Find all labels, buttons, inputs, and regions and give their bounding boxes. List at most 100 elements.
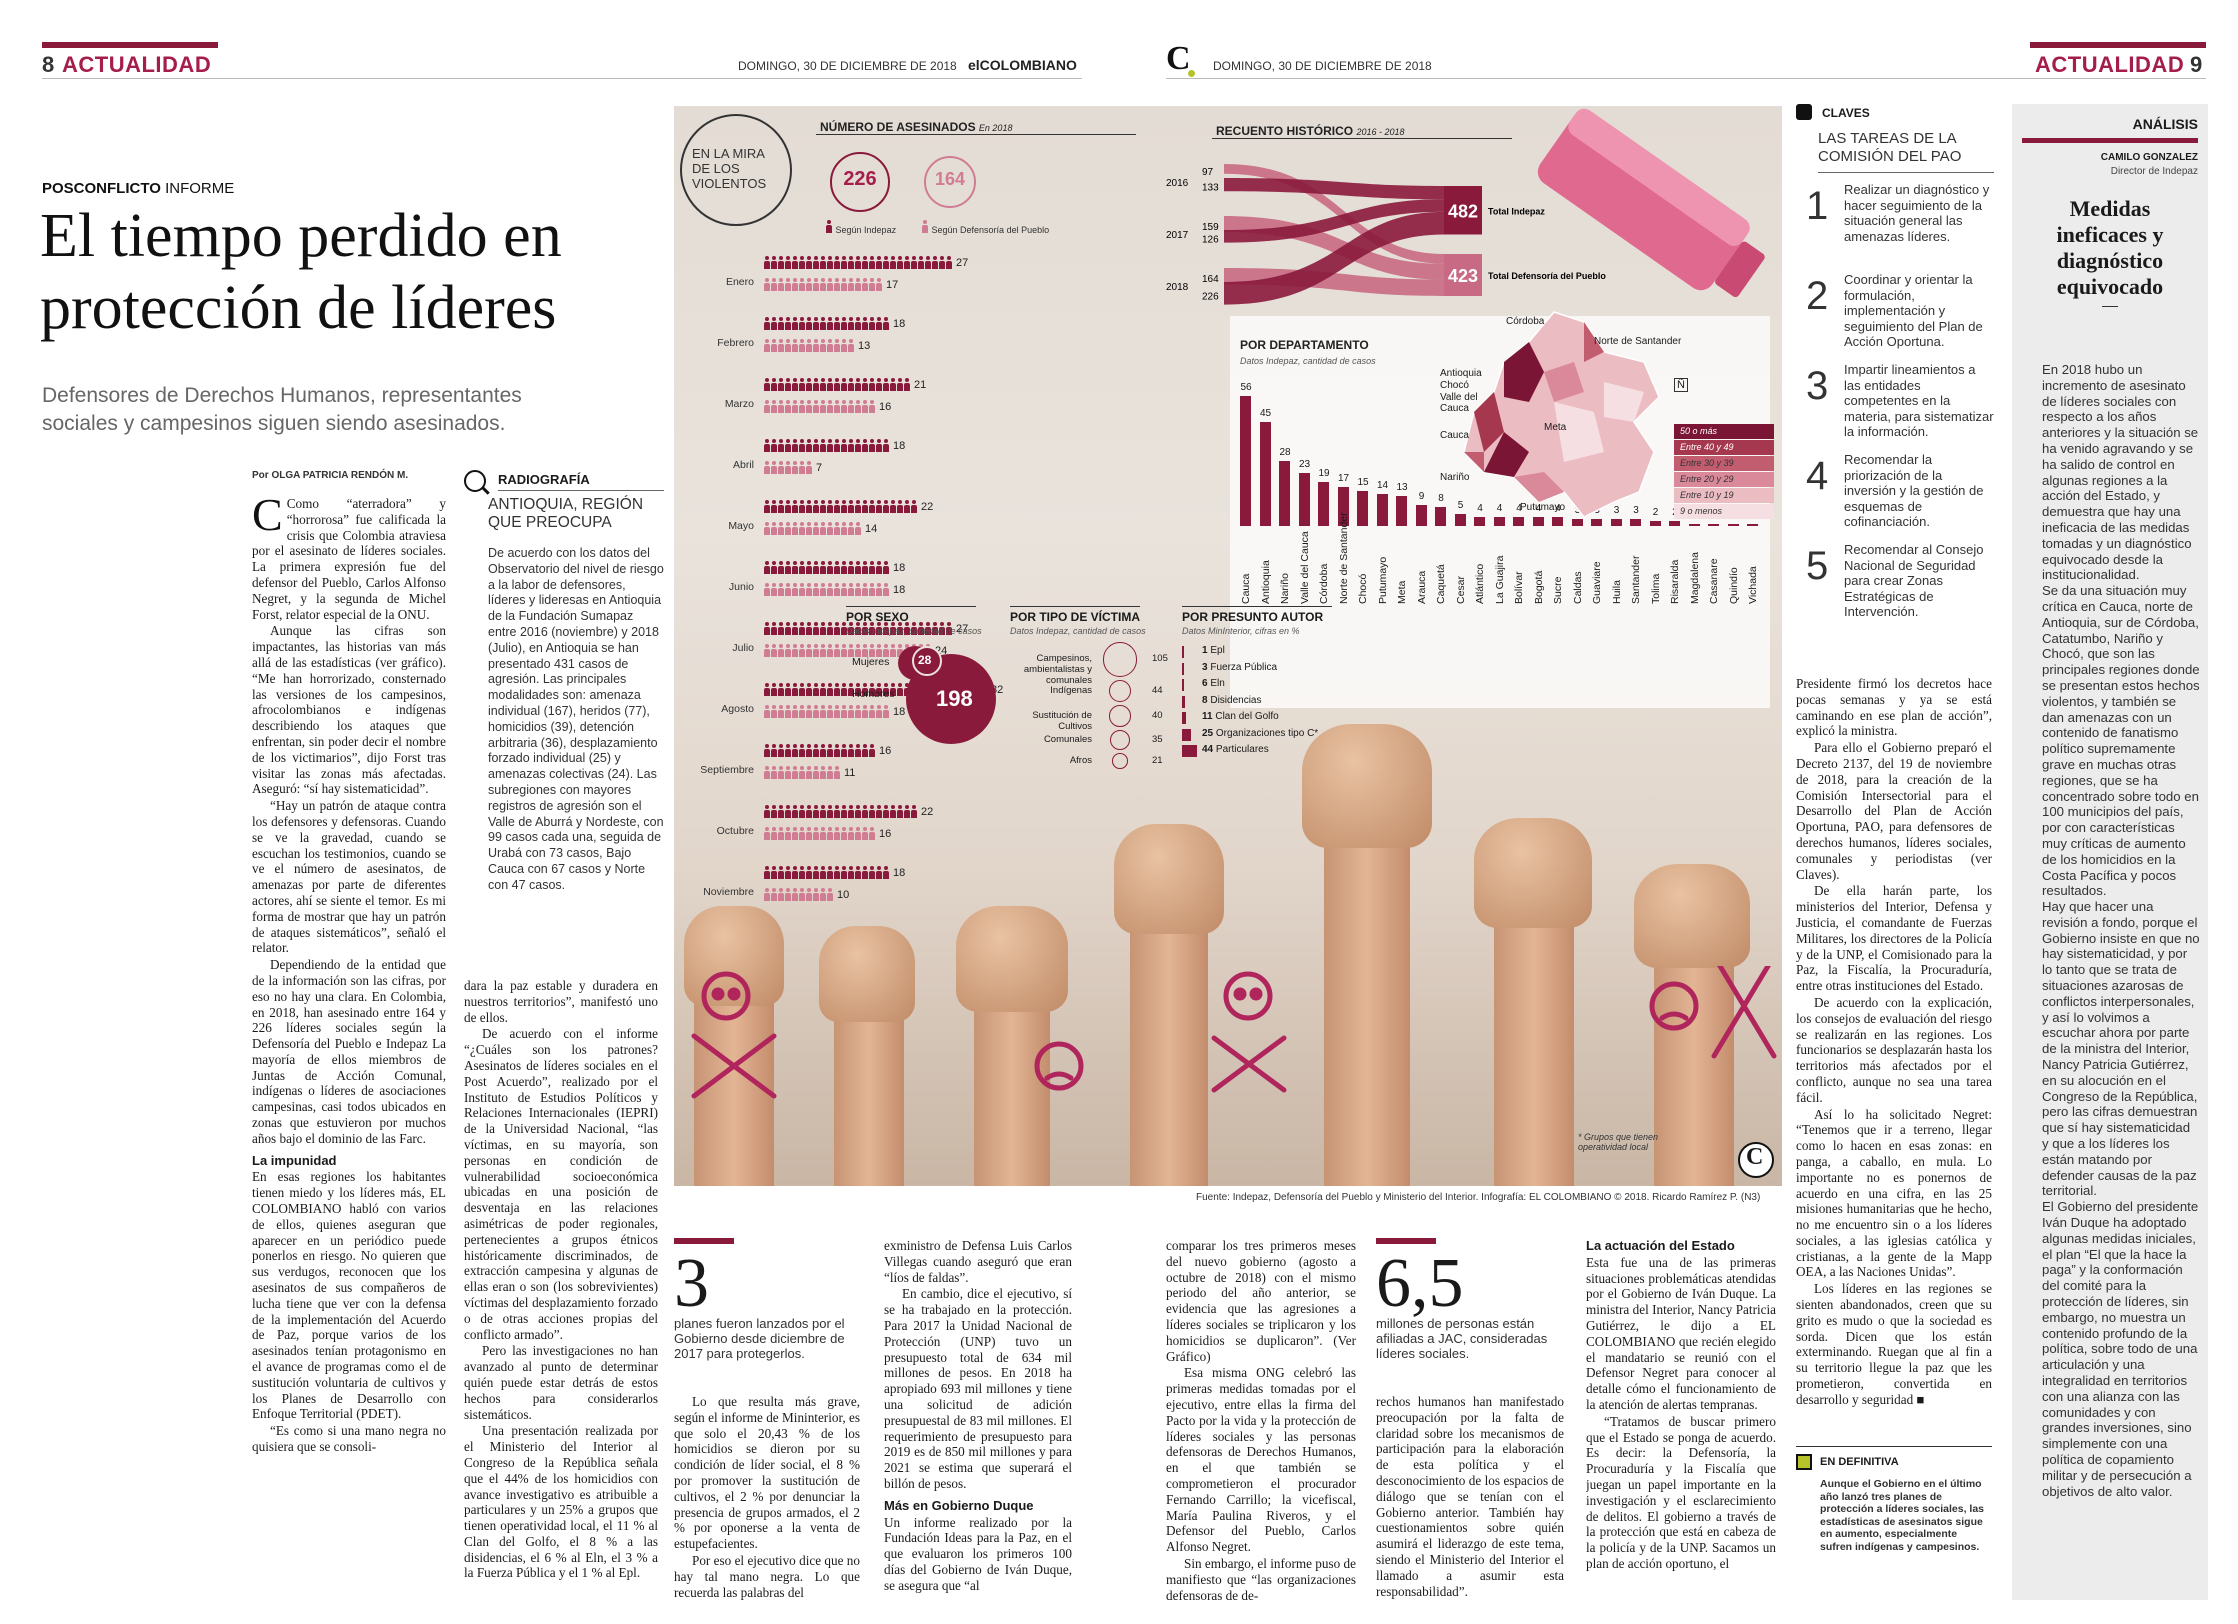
- person-icon: [764, 805, 770, 818]
- person-icon: [813, 866, 819, 879]
- person-icon: [764, 317, 770, 330]
- autor-value: 25: [1202, 727, 1216, 739]
- clave-number: 1: [1806, 184, 1829, 228]
- indepaz-bar: 27: [764, 256, 968, 269]
- person-icon: [771, 522, 777, 535]
- person-icon: [771, 400, 777, 413]
- bar-value: 27: [956, 622, 969, 635]
- month-label: Mayo: [728, 520, 754, 532]
- logo-dot: [1188, 70, 1195, 77]
- department-value: 13: [1396, 481, 1408, 493]
- year-value: 126: [1202, 234, 1219, 245]
- person-icon: [876, 561, 882, 574]
- person-icon: [827, 378, 833, 391]
- person-icon: [827, 622, 833, 635]
- person-icon: [869, 256, 875, 269]
- logo-badge-letter: C: [1746, 1144, 1764, 1170]
- analisis-role: Director de Indepaz: [2110, 166, 2198, 177]
- col3-p2: Por eso el ejecutivo dice que no hay tal…: [674, 1552, 860, 1600]
- date-left: DOMINGO, 30 DE DICIEMBRE DE 2018: [738, 59, 957, 73]
- person-icon: [848, 583, 854, 596]
- person-icon: [785, 461, 791, 474]
- person-icon: [806, 500, 812, 513]
- person-icon: [799, 583, 805, 596]
- person-icon: [862, 256, 868, 269]
- map-label-narino: Nariño: [1440, 472, 1470, 483]
- person-icon: [848, 378, 854, 391]
- clave-text: Coordinar y orientar la formulación, imp…: [1844, 272, 1983, 349]
- person-icon: [841, 400, 847, 413]
- person-icon: [785, 583, 791, 596]
- department-bar: [1279, 461, 1290, 526]
- person-icon: [813, 522, 819, 535]
- person-icon: [785, 866, 791, 879]
- legend-item: Entre 20 y 29: [1674, 472, 1774, 487]
- person-icon: [834, 439, 840, 452]
- person-icon: [834, 583, 840, 596]
- person-icon: [764, 766, 770, 779]
- person-icon: [869, 400, 875, 413]
- person-icon: [820, 622, 826, 635]
- analisis-rule: [2022, 138, 2198, 143]
- person-icon: [862, 561, 868, 574]
- person-icon: [806, 766, 812, 779]
- department-label: Tolima: [1649, 573, 1662, 604]
- person-icon: [799, 461, 805, 474]
- person-icon: [792, 766, 798, 779]
- map-label-antioquia: Antioquia: [1440, 368, 1482, 379]
- person-icon: [827, 866, 833, 879]
- person-icon: [848, 622, 854, 635]
- department-label: Bolívar: [1513, 571, 1525, 604]
- person-icon: [890, 644, 896, 657]
- person-icon: [869, 805, 875, 818]
- year-label: 2016: [1166, 178, 1189, 189]
- person-icon: [922, 220, 928, 233]
- tipo-subtitle: Datos Indepaz, cantidad de casos: [1010, 626, 1146, 636]
- person-icon: [771, 500, 777, 513]
- department-bar: [1298, 472, 1310, 526]
- article-column-7: La actuación del Estado Esta fue una de …: [1586, 1238, 1776, 1610]
- indepaz-bar: 22: [764, 500, 933, 513]
- person-icon: [820, 378, 826, 391]
- person-icon: [911, 256, 917, 269]
- person-icon: [862, 644, 868, 657]
- defensoria-bar: 10: [764, 888, 849, 901]
- clave-text: Recomendar la priorización de la inversi…: [1844, 452, 1984, 529]
- department-bar: [1318, 481, 1329, 526]
- historico-title: RECUENTO HISTÓRICO 2016 - 2018: [1216, 124, 1405, 138]
- logo-badge: [1738, 1142, 1774, 1178]
- person-icon: [792, 278, 798, 291]
- col4-p1: exministro de Defensa Luis Carlos Villeg…: [884, 1238, 1072, 1285]
- person-icon: [813, 439, 819, 452]
- person-icon: [890, 683, 896, 696]
- col1-p3: “Hay un patrón de ataque contra los defe…: [252, 798, 446, 956]
- indepaz-bar: 27: [764, 622, 968, 635]
- department-label: Putumayo: [1376, 556, 1389, 604]
- article-column-2: dara la paz estable y duradera en nuestr…: [464, 978, 658, 1610]
- department-bar: [1727, 523, 1739, 526]
- person-icon: [820, 888, 826, 901]
- person-icon: [827, 766, 833, 779]
- person-icon: [848, 644, 854, 657]
- person-icon: [855, 744, 861, 757]
- department-value: 45: [1259, 407, 1272, 419]
- month-label: Octubre: [716, 825, 754, 837]
- big65-text: millones de personas están afiliadas a J…: [1376, 1316, 1548, 1361]
- legend-item: 50 o más: [1674, 424, 1774, 439]
- person-icon: [883, 583, 889, 596]
- person-icon: [897, 500, 903, 513]
- person-icon: [771, 866, 777, 879]
- department-value: 4: [1555, 502, 1561, 514]
- person-icon: [834, 744, 840, 757]
- col5-p3: Sin embargo, el informe puso de manifies…: [1166, 1555, 1356, 1603]
- person-icon: [764, 683, 770, 696]
- person-icon: [841, 622, 847, 635]
- person-icon: [813, 644, 819, 657]
- defensoria-bar: 13: [764, 339, 870, 352]
- person-icon: [855, 827, 861, 840]
- definitiva-icon: [1796, 1454, 1812, 1470]
- person-icon: [778, 766, 784, 779]
- person-icon: [826, 220, 832, 233]
- asesinados-title: NÚMERO DE ASESINADOS En 2018: [820, 120, 1013, 134]
- person-icon: [841, 561, 847, 574]
